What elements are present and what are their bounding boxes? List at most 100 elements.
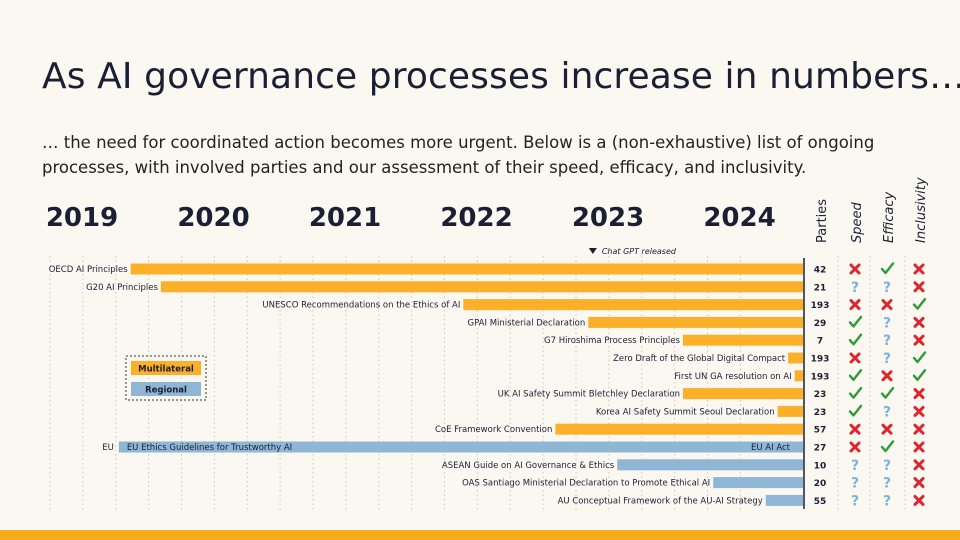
- row-label: EU Ethics Guidelines for Trustworthy AI: [127, 443, 292, 453]
- cross-icon: [849, 423, 861, 435]
- question-icon: ?: [883, 351, 891, 367]
- year-label: 2022: [440, 203, 512, 233]
- check-icon: [848, 369, 863, 381]
- year-label: 2023: [572, 203, 644, 233]
- legend-swatch: [131, 382, 201, 396]
- column-header: Speed: [850, 202, 865, 244]
- timeline-bar: [682, 388, 803, 400]
- parties-value: 21: [814, 283, 827, 293]
- parties-value: 23: [814, 390, 827, 400]
- check-icon: [848, 404, 863, 417]
- cross-icon: [849, 352, 861, 364]
- timeline-bar: [617, 459, 803, 471]
- check-icon: [848, 333, 863, 346]
- parties-value: 27: [814, 444, 827, 454]
- cross-icon: [913, 263, 925, 275]
- check-icon: [880, 440, 895, 453]
- check-icon: [880, 262, 895, 275]
- cross-icon: [881, 370, 893, 382]
- check-icon: [912, 297, 927, 310]
- timeline-bar: [788, 352, 803, 364]
- parties-value: 193: [811, 301, 830, 311]
- question-icon: ?: [883, 458, 891, 474]
- row-label: Zero Draft of the Global Digital Compact: [613, 354, 786, 364]
- parties-value: 29: [814, 319, 827, 329]
- page-subtitle: … the need for coordinated action become…: [42, 133, 875, 177]
- timeline-bar: [588, 316, 803, 328]
- check-icon: [912, 351, 927, 364]
- cross-icon: [913, 388, 925, 400]
- row-end-label: EU AI Act: [751, 443, 791, 453]
- year-label: 2020: [177, 203, 249, 233]
- question-icon: ?: [851, 458, 859, 474]
- cross-icon: [913, 441, 925, 453]
- row-prefix: EU: [102, 443, 114, 453]
- row-label: Korea AI Safety Summit Seoul Declaration: [596, 407, 775, 417]
- parties-value: 55: [814, 497, 827, 507]
- column-header: Efficacy: [882, 192, 897, 243]
- column-header: Parties: [815, 199, 830, 243]
- timeline-bar: [794, 370, 803, 382]
- check-icon: [848, 315, 863, 328]
- row-label: ASEAN Guide on AI Governance & Ethics: [442, 461, 615, 471]
- parties-value: 23: [814, 408, 827, 418]
- row-label: G7 Hiroshima Process Principles: [544, 336, 681, 346]
- row-label: OAS Santiago Ministerial Declaration to …: [462, 479, 710, 489]
- question-icon: ?: [883, 333, 891, 349]
- parties-value: 10: [814, 461, 827, 471]
- legend-swatch: [131, 361, 201, 375]
- timeline-bar: [118, 441, 803, 453]
- timeline-bar: [463, 299, 803, 311]
- parties-value: 42: [814, 266, 827, 276]
- question-icon: ?: [851, 493, 859, 509]
- parties-value: 193: [811, 355, 830, 365]
- legend-label: Multilateral: [138, 365, 194, 375]
- row-label: G20 AI Principles: [86, 283, 158, 293]
- cross-icon: [913, 477, 925, 489]
- question-icon: ?: [883, 476, 891, 492]
- cross-icon: [849, 441, 861, 453]
- question-icon: ?: [851, 280, 859, 296]
- footer-bar: [0, 530, 960, 540]
- timeline-bar: [777, 405, 803, 417]
- timeline-bar: [765, 494, 803, 506]
- question-icon: ?: [883, 315, 891, 331]
- legend-box: [125, 355, 207, 401]
- column-header: Inclusivity: [914, 177, 929, 243]
- cross-icon: [881, 423, 893, 435]
- parties-value: 193: [811, 372, 830, 382]
- year-label: 2021: [309, 203, 381, 233]
- check-icon: [848, 386, 863, 399]
- cross-icon: [849, 263, 861, 275]
- parties-value: 7: [817, 337, 823, 347]
- cross-icon: [913, 334, 925, 346]
- page-title: As AI governance processes increase in n…: [42, 56, 960, 97]
- row-label: UNESCO Recommendations on the Ethics of …: [262, 301, 460, 311]
- cross-icon: [849, 299, 861, 311]
- question-icon: ?: [883, 493, 891, 509]
- check-icon: [880, 386, 895, 399]
- question-icon: ?: [883, 280, 891, 296]
- year-label: 2019: [46, 203, 118, 233]
- timeline-bar: [682, 334, 803, 346]
- row-label: AU Conceptual Framework of the AU-AI Str…: [558, 496, 763, 506]
- row-label: UK AI Safety Summit Bletchley Declaratio…: [498, 390, 680, 400]
- cross-icon: [881, 299, 893, 311]
- row-label: GPAI Ministerial Declaration: [468, 318, 586, 328]
- cross-icon: [913, 423, 925, 435]
- event-label: Chat GPT released: [602, 247, 677, 256]
- cross-icon: [913, 316, 925, 328]
- parties-value: 57: [814, 426, 827, 436]
- question-icon: ?: [851, 476, 859, 492]
- question-icon: ?: [883, 404, 891, 420]
- legend-label: Regional: [145, 386, 187, 396]
- timeline-bar: [160, 281, 803, 293]
- parties-value: 20: [814, 479, 827, 489]
- event-marker: [588, 248, 597, 254]
- timeline-bar: [130, 263, 803, 275]
- row-label: First UN GA resolution on AI: [674, 372, 792, 382]
- check-icon: [912, 369, 927, 381]
- cross-icon: [913, 281, 925, 293]
- cross-icon: [913, 459, 925, 471]
